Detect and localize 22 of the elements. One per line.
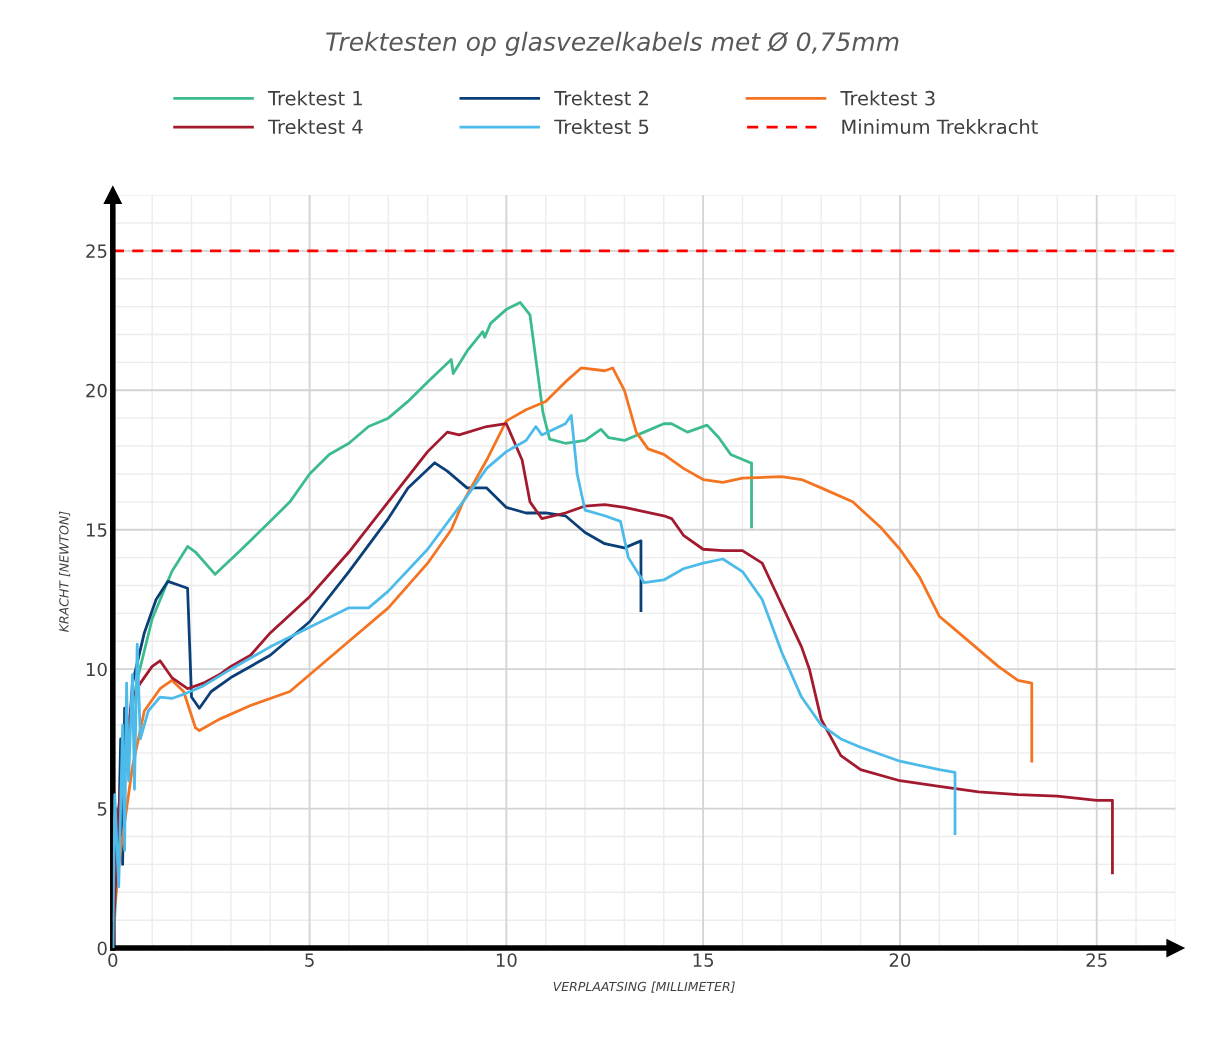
y-tick-label: 10 [86,662,107,677]
chart-title: Trektesten op glasvezelkabels met Ø 0,75mm [326,31,899,56]
x-tick-label: 25 [1086,953,1107,967]
x-tick-label: 0 [108,953,118,967]
y-tick-label: 25 [86,244,107,258]
y-tick-label: 0 [97,941,107,956]
x-tick-label: 10 [496,953,517,967]
x-tick-label: 5 [305,953,314,967]
y-axis-title: KRACHT [NEWTON] [58,511,71,632]
x-tick-label: 15 [693,953,714,967]
x-axis-title: VERPLAATSING [MILLIMETER] [553,981,735,993]
legend-label: Trektest 2 [554,90,648,106]
legend-label: Trektest 4 [267,119,363,135]
legend-label: Trektest 1 [267,90,362,106]
legend-label: Trektest 5 [554,119,649,135]
y-tick-label: 15 [86,523,107,537]
y-tick-label: 5 [97,802,107,816]
legend-label: Minimum Trekkracht [842,119,1038,135]
legend-label: Trektest 3 [840,90,935,106]
y-tick-label: 20 [86,383,107,398]
x-tick-label: 20 [889,953,911,967]
line-series [112,413,957,949]
